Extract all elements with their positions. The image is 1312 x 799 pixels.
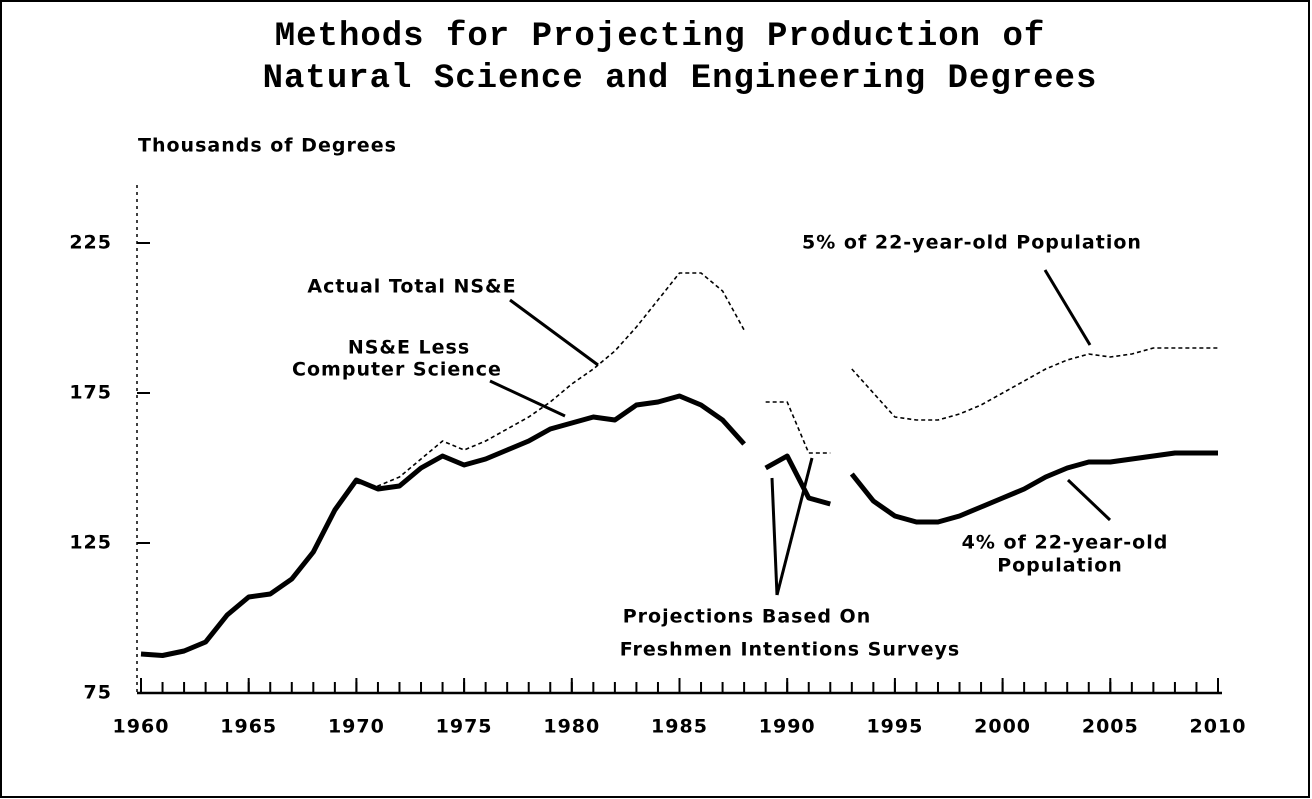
annotation: Freshmen Intentions Surveys — [620, 639, 960, 661]
y-tick-label: 175 — [69, 382, 112, 404]
x-tick-label: 1975 — [436, 716, 493, 738]
x-tick-label: 1970 — [328, 716, 385, 738]
pointer — [1066, 478, 1112, 522]
pointers — [489, 269, 1112, 596]
x-tick-label: 1985 — [651, 716, 708, 738]
pointer — [489, 379, 566, 418]
annotation: Projections Based On — [623, 606, 872, 628]
x-tick-label: 1980 — [543, 716, 600, 738]
pointer — [775, 457, 814, 596]
annotation: NS&E Less — [348, 337, 470, 359]
y-tick-label: 125 — [69, 532, 112, 554]
series-line — [764, 453, 831, 507]
chart-title: Methods for Projecting Production of — [275, 18, 1046, 56]
x-tick-label: 1960 — [113, 716, 170, 738]
pointer — [1043, 269, 1092, 346]
series-line — [851, 347, 1218, 421]
annotation: Computer Science — [292, 359, 502, 381]
series-line — [849, 450, 1218, 525]
series-line — [140, 393, 746, 658]
x-tick-label: 1990 — [759, 716, 816, 738]
chart-title: Natural Science and Engineering Degrees — [263, 60, 1098, 98]
pointer — [509, 298, 599, 367]
annotation: Population — [997, 555, 1123, 577]
x-tick-label: 2000 — [974, 716, 1031, 738]
x-tick-label: 2005 — [1082, 716, 1139, 738]
x-tick-label: 1965 — [220, 716, 277, 738]
x-tick-label: 2010 — [1190, 716, 1247, 738]
y-tick-label: 75 — [84, 682, 112, 704]
y-tick-label: 225 — [69, 232, 112, 254]
annotation: 5% of 22-year-old Population — [802, 232, 1142, 254]
y-axis-label: Thousands of Degrees — [138, 135, 397, 157]
series-line — [356, 272, 745, 487]
annotation: 4% of 22-year-old — [962, 532, 1169, 554]
series-line — [765, 401, 831, 454]
pointer — [770, 477, 779, 596]
x-tick-label: 1995 — [866, 716, 923, 738]
annotation: Actual Total NS&E — [307, 276, 516, 298]
